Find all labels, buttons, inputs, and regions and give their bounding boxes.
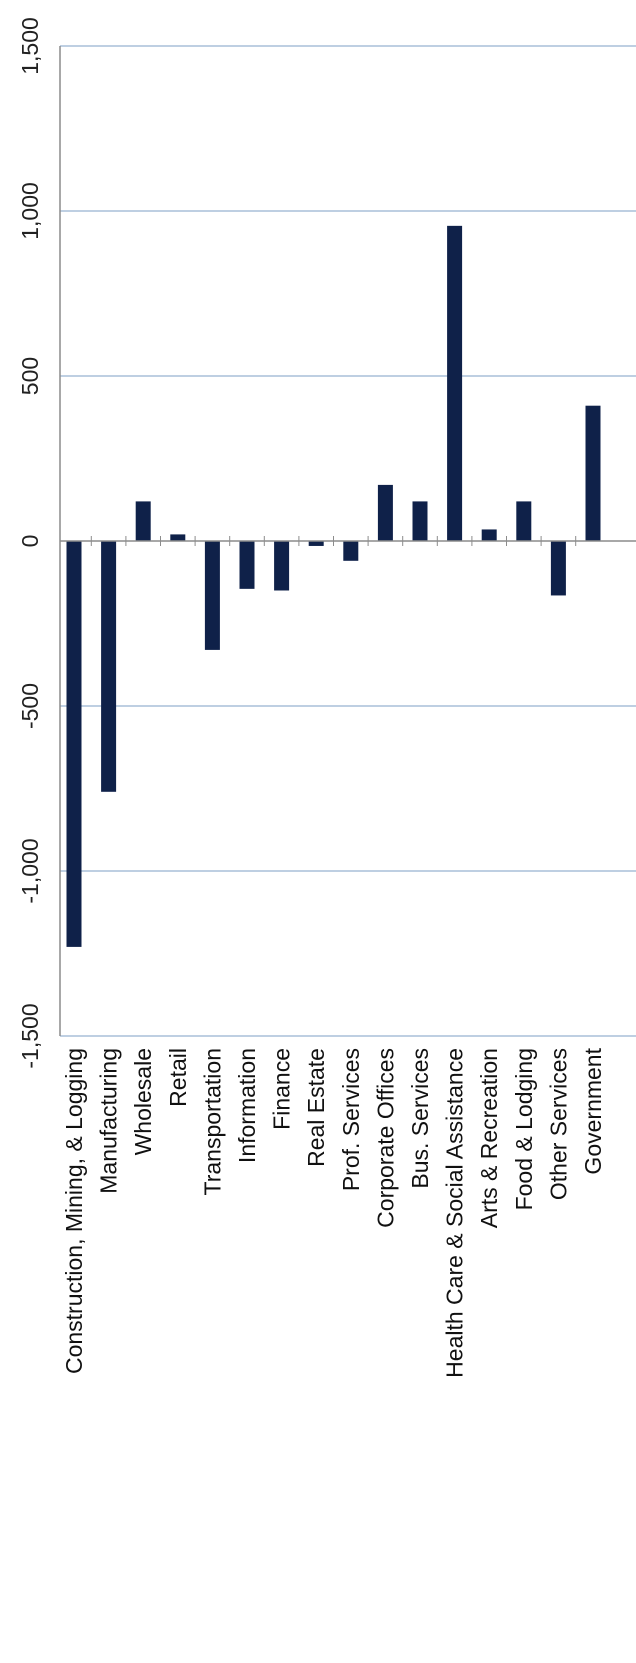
value-axis-tick-labels: -1,500 -1,000 -500 0 500 1,000 1,500 [17, 17, 43, 1068]
category-label: Wholesale [130, 1048, 156, 1155]
category-label: Finance [269, 1048, 295, 1130]
bars [66, 225, 601, 947]
category-label: Food & Lodging [511, 1048, 537, 1210]
value-tick-label: -500 [17, 683, 43, 729]
bar [101, 541, 117, 792]
bar [550, 541, 566, 596]
category-label: Real Estate [303, 1048, 329, 1167]
category-label: Government [580, 1047, 606, 1174]
bar [135, 501, 151, 541]
value-tick-label: 0 [17, 535, 43, 548]
category-label: Retail [165, 1048, 191, 1107]
category-label: Other Services [545, 1048, 571, 1200]
bar [239, 541, 255, 589]
category-label: Arts & Recreation [476, 1048, 502, 1228]
bar [274, 541, 290, 591]
bar [204, 541, 220, 650]
axes [59, 46, 636, 1036]
bar [516, 501, 532, 541]
category-label: Prof. Services [338, 1048, 364, 1191]
value-tick-label: -1,000 [17, 838, 43, 903]
category-label: Manufacturing [96, 1048, 122, 1194]
bar [447, 225, 463, 541]
category-label: Corporate Offices [372, 1048, 398, 1228]
category-label: Information [234, 1048, 260, 1163]
value-tick-label: 1,500 [17, 17, 43, 75]
value-tick-label: 500 [17, 357, 43, 395]
category-labels: Construction, Mining, & Logging Manufactu… [61, 1047, 606, 1377]
category-label: Transportation [199, 1048, 225, 1195]
bar [66, 541, 82, 947]
bar [481, 529, 497, 541]
category-label: Health Care & Social Assistance [442, 1048, 468, 1378]
bar [343, 541, 359, 561]
bar [308, 541, 324, 546]
value-tick-label: 1,000 [17, 182, 43, 240]
bar [170, 534, 186, 541]
value-tick-label: -1,500 [17, 1003, 43, 1068]
gridlines [60, 45, 636, 1037]
category-label: Construction, Mining, & Logging [61, 1048, 87, 1374]
bar [585, 405, 601, 541]
category-label: Bus. Services [407, 1048, 433, 1189]
bar [412, 501, 428, 541]
bar [377, 484, 393, 541]
